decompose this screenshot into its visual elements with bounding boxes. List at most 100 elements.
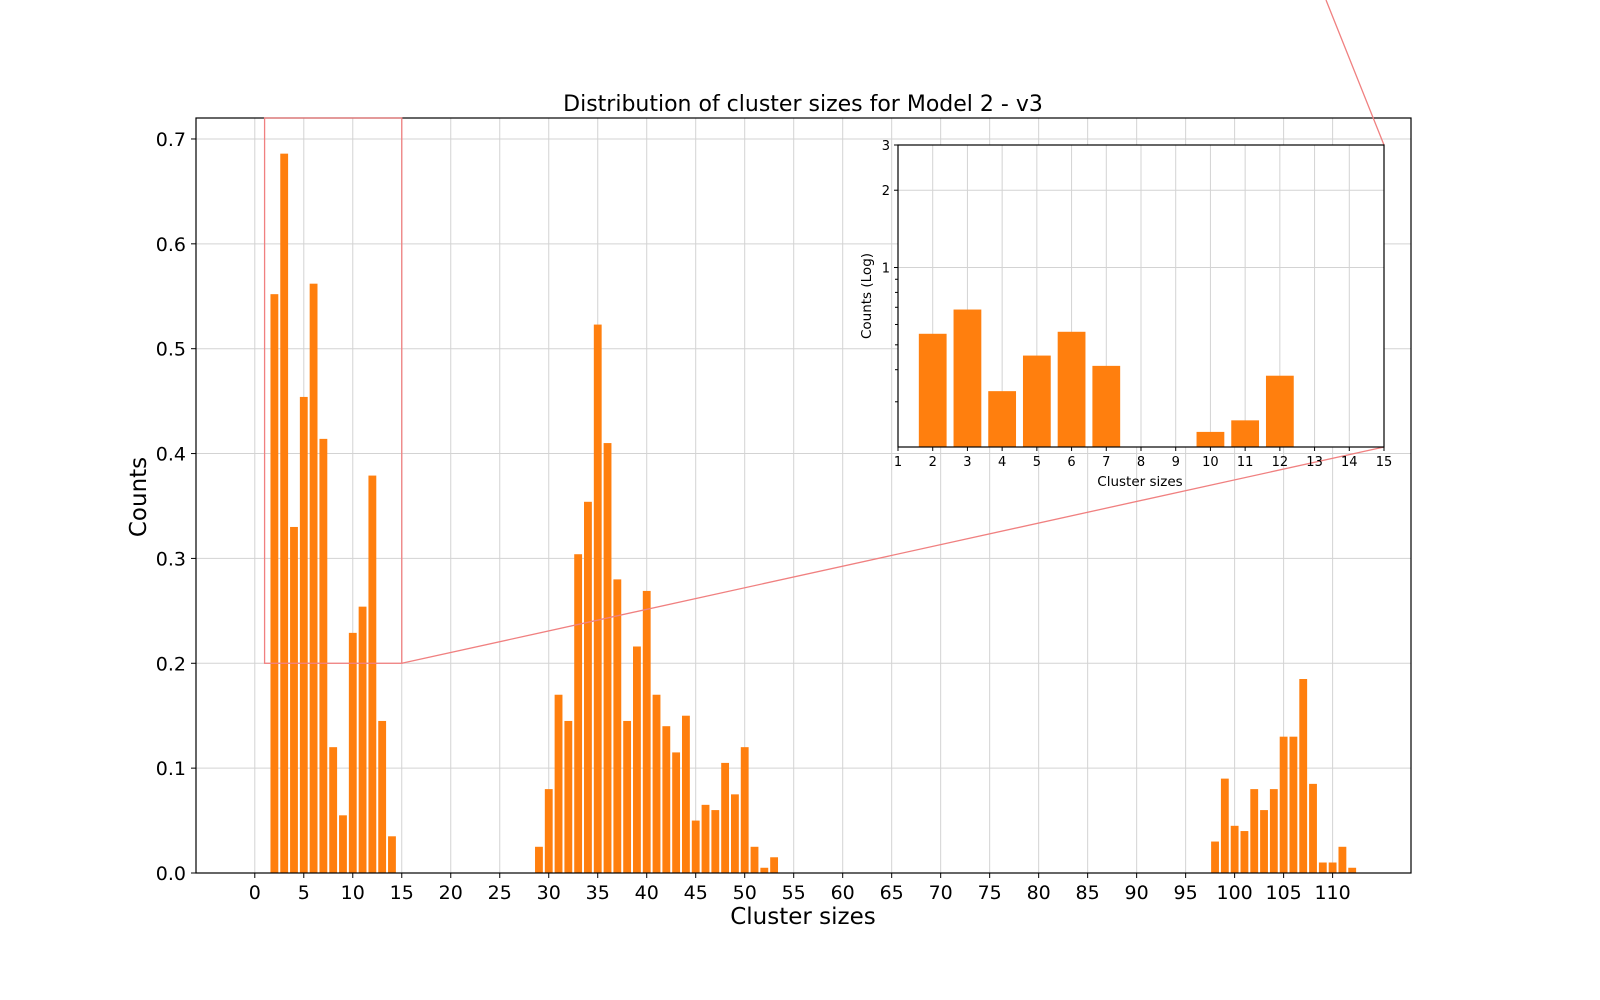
inset-x-tick-label: 8 (1137, 455, 1145, 470)
zoom-box (263, 117, 403, 664)
chart-title: Distribution of cluster sizes for Model … (563, 92, 1043, 117)
inset-x-axis-label: Cluster sizes (1097, 474, 1182, 490)
bar (1348, 867, 1357, 873)
bar (584, 501, 592, 873)
inset-bar (1196, 431, 1225, 447)
bar (339, 815, 347, 873)
x-tick-label: 5 (298, 882, 310, 904)
bar (1269, 789, 1278, 873)
bar (1309, 783, 1317, 873)
bar (672, 752, 681, 873)
bar (652, 694, 661, 873)
bar (319, 438, 328, 873)
x-tick-label: 80 (1027, 882, 1051, 904)
x-tick-label: 85 (1076, 882, 1100, 904)
inset-plot-frame (897, 144, 1385, 448)
x-axis-label: Cluster sizes (730, 904, 876, 930)
y-tick-label: 0.7 (156, 129, 186, 151)
bar (378, 720, 387, 873)
inset-bar (953, 309, 982, 447)
bar (623, 720, 632, 873)
bar (1250, 789, 1259, 873)
inset-bar (918, 333, 947, 447)
bar (388, 836, 396, 873)
inset-bar (1231, 420, 1260, 447)
bar (329, 747, 338, 873)
y-tick-label: 0.4 (156, 444, 186, 466)
bar (270, 294, 279, 874)
inset-y-tick-label: 2 (882, 184, 890, 199)
inset-x-tick-label: 15 (1376, 455, 1393, 470)
bar (770, 857, 779, 873)
x-tick-label: 110 (1314, 882, 1350, 904)
main-bars (270, 153, 1357, 874)
zoom-connector-line (1325, 0, 1385, 146)
x-tick-label: 35 (586, 882, 610, 904)
x-tick-label: 40 (635, 882, 659, 904)
x-tick-label: 105 (1265, 882, 1301, 904)
bar (554, 694, 563, 873)
x-tick-label: 60 (831, 882, 855, 904)
inset-x-tick-label: 11 (1237, 455, 1254, 470)
bar (544, 789, 553, 873)
x-tick-label: 20 (439, 882, 463, 904)
x-tick-label: 55 (782, 882, 806, 904)
bar (358, 606, 367, 873)
y-axis-label: Counts (126, 457, 152, 537)
bar (682, 715, 690, 873)
bar (280, 153, 289, 873)
zoom-connector-line (401, 446, 1385, 664)
x-tick-label: 30 (537, 882, 561, 904)
bar (368, 475, 377, 873)
bar (701, 804, 710, 873)
inset-x-tick-label: 6 (1067, 455, 1075, 470)
bar (1289, 736, 1298, 873)
bar (711, 810, 720, 873)
bar (730, 794, 739, 873)
x-tick-label: 65 (880, 882, 904, 904)
inset-y-tick-label: 1 (882, 262, 890, 277)
bar (1230, 825, 1239, 873)
bar (309, 283, 318, 873)
y-tick-label: 0.1 (156, 758, 186, 780)
bar (1220, 778, 1229, 873)
x-tick-label: 45 (684, 882, 708, 904)
main-ticks: 0 5 10 15 20 25 30 35 40 45 50 55 60 65 70 75 80 85 90 95 10… (156, 129, 1351, 904)
inset-x-tick-label: 5 (1033, 455, 1041, 470)
bar (1211, 841, 1219, 873)
main-plot-frame (195, 117, 1412, 874)
x-tick-label: 75 (978, 882, 1002, 904)
bar (750, 846, 759, 873)
inset-y-tick-label: 3 (882, 139, 890, 154)
bar (740, 747, 749, 873)
inset-x-tick-label: 14 (1341, 455, 1358, 470)
y-tick-label: 0.6 (156, 234, 186, 256)
bar (760, 867, 769, 873)
inset-x-tick-label: 10 (1202, 455, 1219, 470)
bar (691, 820, 700, 873)
zoom-indicator (263, 0, 1385, 664)
y-tick-label: 0.2 (156, 653, 186, 675)
inset-x-tick-label: 7 (1102, 455, 1110, 470)
inset-bar (1022, 355, 1051, 447)
bar (1279, 736, 1288, 873)
y-tick-label: 0.0 (156, 863, 186, 885)
x-tick-label: 100 (1216, 882, 1252, 904)
inset-bar (1092, 365, 1121, 447)
inset-bars (918, 309, 1294, 447)
x-tick-label: 15 (390, 882, 414, 904)
inset-x-tick-label: 4 (998, 455, 1006, 470)
bar (1260, 810, 1268, 873)
bar (564, 720, 573, 873)
x-tick-label: 25 (488, 882, 512, 904)
inset-x-tick-label: 13 (1306, 455, 1323, 470)
y-tick-label: 0.3 (156, 548, 186, 570)
x-tick-label: 70 (929, 882, 953, 904)
bar (633, 646, 641, 873)
bar (1240, 831, 1249, 873)
bar (290, 526, 298, 873)
inset-x-tick-label: 2 (929, 455, 937, 470)
